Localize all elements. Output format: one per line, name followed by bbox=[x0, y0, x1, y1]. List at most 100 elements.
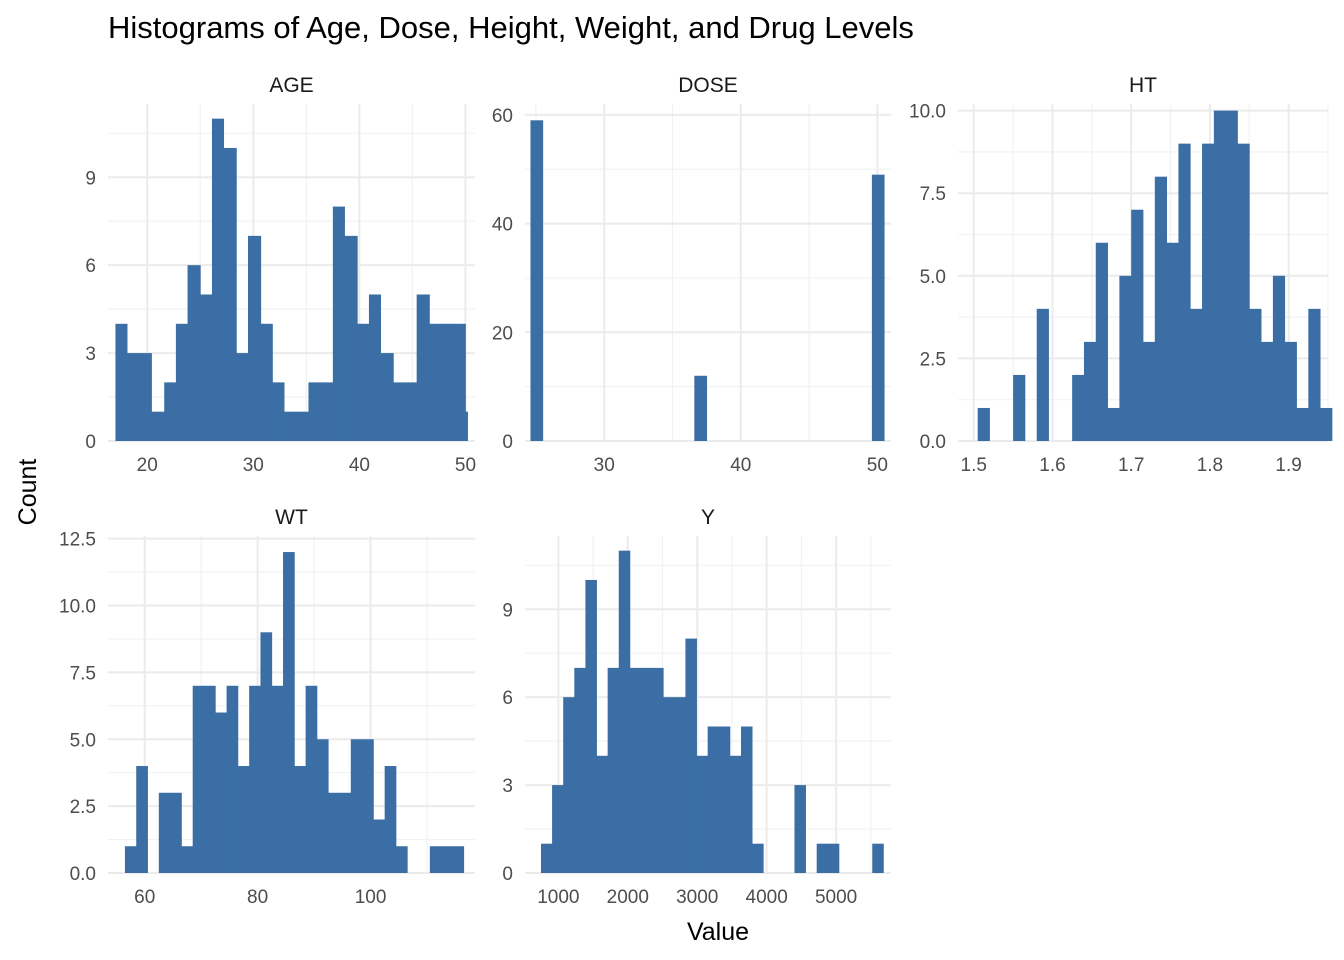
histogram-bar bbox=[158, 792, 171, 873]
chart-title: Histograms of Age, Dose, Height, Weight,… bbox=[108, 10, 914, 45]
histogram-bar bbox=[694, 375, 708, 441]
histogram-bar bbox=[1143, 341, 1156, 441]
histogram-bar bbox=[260, 632, 273, 873]
histogram-bar bbox=[226, 685, 239, 873]
histogram-bar bbox=[718, 726, 731, 873]
y-tick-label: 20 bbox=[492, 323, 513, 344]
y-tick-label: 6 bbox=[85, 256, 96, 277]
y-tick-label: 2.5 bbox=[70, 797, 96, 818]
histogram-bar bbox=[1107, 407, 1120, 441]
histogram-bar bbox=[1131, 209, 1144, 441]
histogram-bar bbox=[127, 353, 141, 441]
histogram-bar bbox=[332, 206, 345, 441]
histogram-bar bbox=[1190, 308, 1203, 441]
histogram-bar bbox=[283, 552, 295, 873]
histogram-bar bbox=[429, 323, 442, 441]
histogram-bar bbox=[1213, 110, 1227, 441]
y-tick-label: 5.0 bbox=[70, 730, 96, 751]
histogram-bar bbox=[607, 667, 620, 873]
y-tick-label: 2.5 bbox=[920, 349, 946, 370]
x-tick-label: 40 bbox=[349, 455, 370, 476]
histogram-bar bbox=[1308, 308, 1321, 441]
histogram-bar bbox=[393, 382, 406, 441]
y-tick-label: 40 bbox=[492, 215, 513, 236]
histogram-bar bbox=[362, 739, 374, 873]
histogram-bar bbox=[429, 846, 442, 873]
facet-panel-wt: WT 60 80 100 0.0 2.5 5.0 7.5 10.0 12.5 bbox=[59, 506, 475, 908]
histogram-bar bbox=[685, 638, 697, 873]
histogram-bar bbox=[663, 697, 675, 873]
y-tick-label: 0 bbox=[85, 432, 96, 453]
histogram-bar bbox=[1272, 275, 1286, 441]
y-tick-label: 7.5 bbox=[920, 184, 946, 205]
histogram-bar bbox=[151, 411, 165, 441]
histogram-bar bbox=[272, 382, 285, 441]
facet-strip-label: DOSE bbox=[678, 74, 738, 97]
histogram-bar bbox=[563, 697, 575, 873]
histogram-bar bbox=[1154, 176, 1168, 441]
x-tick-label: 4000 bbox=[746, 887, 788, 908]
histogram-bar bbox=[215, 712, 227, 873]
y-tick-label: 10.0 bbox=[909, 102, 946, 123]
facet-strip-label: AGE bbox=[269, 74, 313, 97]
x-tick-label: 2000 bbox=[607, 887, 649, 908]
histogram-bar bbox=[1166, 242, 1179, 441]
x-tick-label: 1.6 bbox=[1039, 455, 1065, 476]
facet-panel-age: AGE 20 30 40 50 0 3 6 9 bbox=[85, 74, 476, 476]
histogram-bar bbox=[124, 846, 137, 873]
histogram-bar bbox=[1013, 374, 1026, 441]
x-tick-label: 1.8 bbox=[1197, 455, 1223, 476]
histogram-bar bbox=[320, 382, 334, 441]
histogram-bar bbox=[339, 792, 352, 873]
y-tick-label: 0.0 bbox=[70, 864, 96, 885]
y-tick-label: 3 bbox=[85, 344, 96, 365]
histogram-bar bbox=[1296, 407, 1309, 441]
y-tick-label: 12.5 bbox=[59, 530, 96, 551]
histogram-bar bbox=[203, 685, 216, 873]
histogram-bar bbox=[1036, 308, 1049, 441]
x-tick-label: 50 bbox=[455, 455, 476, 476]
histogram-bar bbox=[271, 685, 284, 873]
histogram-bar bbox=[200, 294, 213, 441]
histogram-bar bbox=[164, 382, 177, 441]
y-tick-label: 9 bbox=[85, 168, 96, 189]
x-tick-label: 60 bbox=[134, 887, 155, 908]
histogram-bar bbox=[1284, 341, 1297, 441]
histogram-bar bbox=[260, 323, 273, 441]
histogram-bar bbox=[115, 323, 128, 441]
histogram-bar bbox=[977, 407, 990, 441]
y-tick-label: 6 bbox=[502, 688, 513, 709]
histogram-bar bbox=[1119, 275, 1132, 441]
y-tick-label: 9 bbox=[502, 600, 513, 621]
histogram-bar bbox=[540, 843, 553, 873]
histogram-bar bbox=[629, 667, 642, 873]
x-axis-title: Value bbox=[687, 918, 749, 946]
histogram-bar bbox=[827, 843, 840, 873]
histogram-bar bbox=[294, 766, 307, 873]
facet-strip-label: HT bbox=[1129, 74, 1157, 97]
histogram-bar bbox=[181, 846, 194, 873]
histogram-bar bbox=[1072, 374, 1085, 441]
facet-panel-dose: DOSE 30 40 50 0 20 40 60 bbox=[492, 74, 891, 476]
histogram-bar bbox=[740, 726, 753, 873]
y-tick-label: 3 bbox=[502, 776, 513, 797]
x-tick-label: 3000 bbox=[676, 887, 718, 908]
x-tick-label: 20 bbox=[137, 455, 158, 476]
histogram-bar bbox=[1237, 143, 1250, 441]
histogram-bar bbox=[373, 819, 386, 873]
histogram-bar bbox=[416, 294, 430, 441]
histogram-bar bbox=[696, 755, 709, 873]
histogram-bar bbox=[175, 323, 188, 441]
histogram-bar bbox=[384, 766, 397, 873]
histogram-bar bbox=[1083, 341, 1097, 441]
histogram-bar bbox=[404, 382, 418, 441]
histogram-bar bbox=[284, 411, 298, 441]
y-tick-label: 7.5 bbox=[70, 663, 96, 684]
histogram-bar bbox=[530, 120, 544, 441]
histogram-bar bbox=[237, 766, 250, 873]
histogram-bar bbox=[816, 843, 829, 873]
facet-panel-ht: HT 1.5 1.6 1.7 1.8 1.9 0.0 2.5 5.0 7.5 10.0 bbox=[909, 74, 1333, 476]
x-tick-label: 1.5 bbox=[961, 455, 987, 476]
histogram-bar bbox=[136, 766, 148, 873]
